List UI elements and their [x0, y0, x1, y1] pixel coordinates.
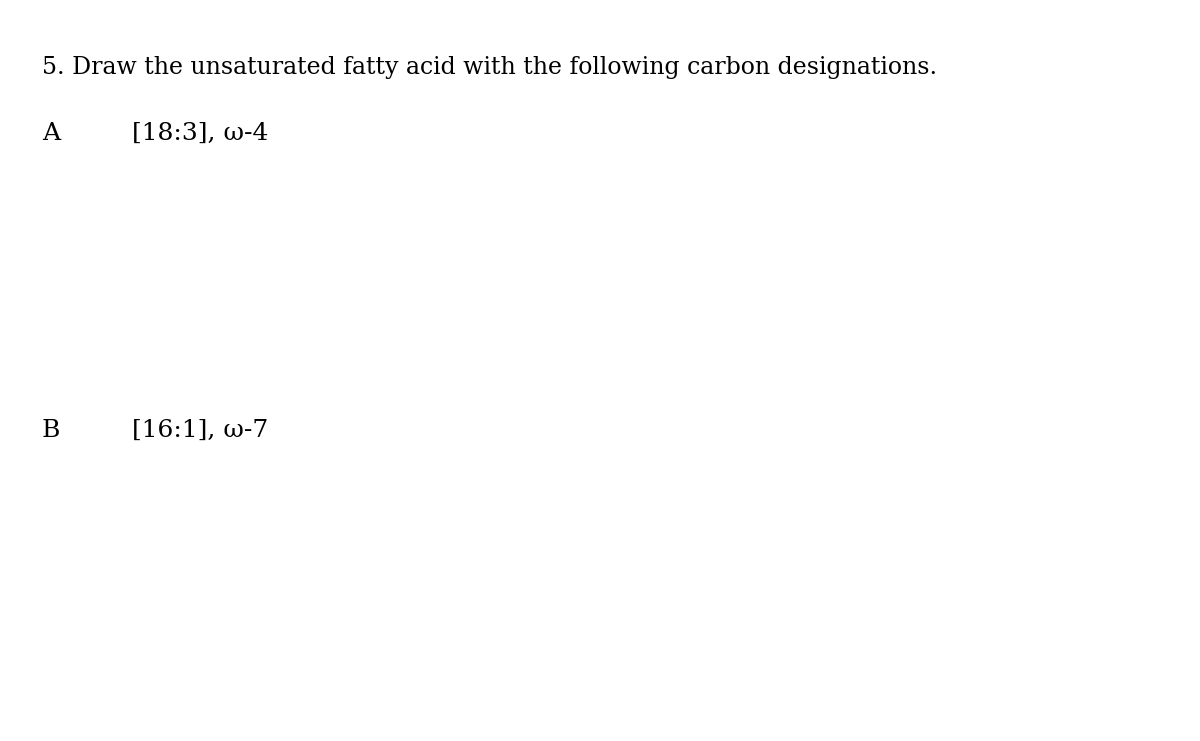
Text: [16:1], ω-7: [16:1], ω-7 [132, 419, 269, 442]
Text: [18:3], ω-4: [18:3], ω-4 [132, 122, 269, 145]
Text: B: B [42, 419, 60, 442]
Text: 5. Draw the unsaturated fatty acid with the following carbon designations.: 5. Draw the unsaturated fatty acid with … [42, 56, 937, 79]
Text: A: A [42, 122, 60, 145]
